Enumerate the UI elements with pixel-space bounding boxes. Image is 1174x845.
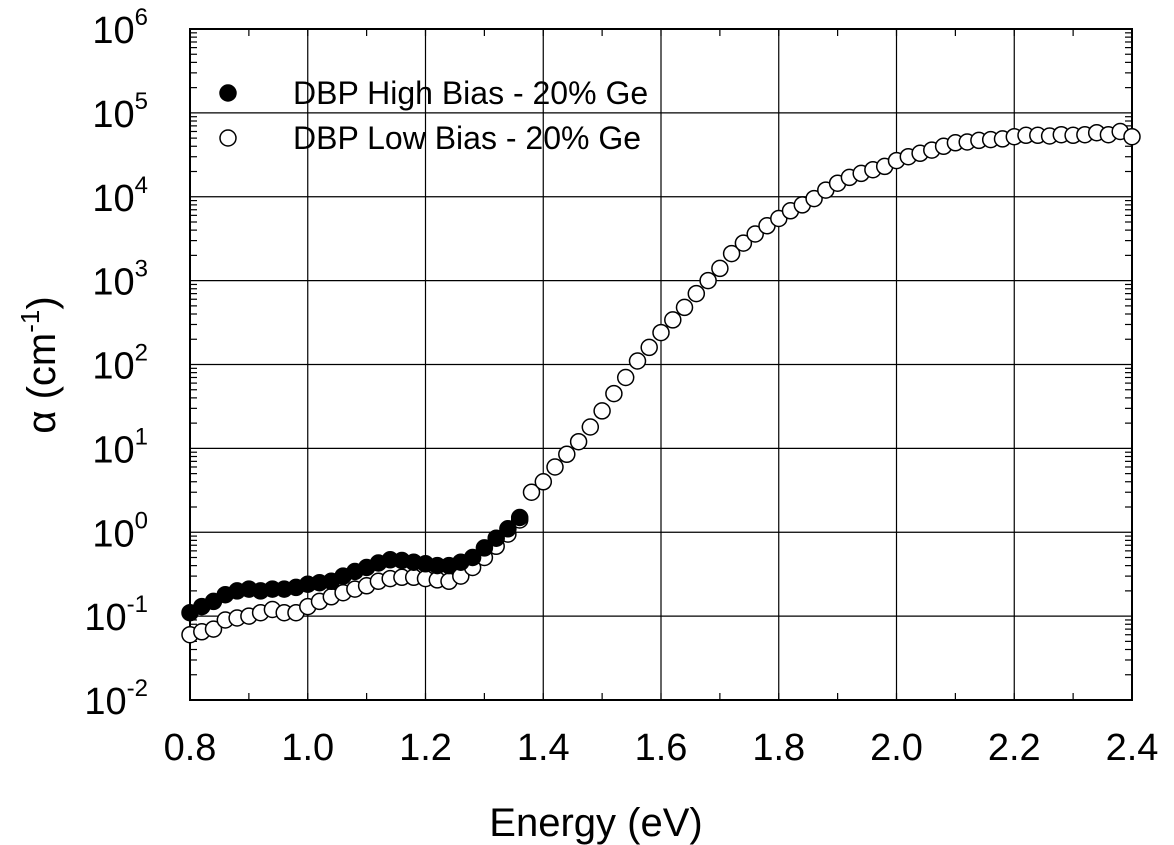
high-bias-point	[475, 539, 494, 557]
high-bias-point	[487, 529, 505, 547]
y-tick-label: 103	[92, 256, 148, 304]
low-bias-point	[722, 244, 741, 263]
low-bias-point	[204, 620, 223, 638]
x-tick-label: 1.2	[399, 727, 452, 769]
y-tick-exp: 0	[135, 507, 148, 534]
y-tick-exp: 3	[135, 256, 148, 283]
y-tick-label: 106	[92, 4, 148, 52]
low-bias-point	[546, 458, 564, 476]
y-tick-base: 10	[84, 597, 126, 639]
low-bias-point	[675, 298, 694, 317]
y-tick-exp: 6	[135, 4, 148, 31]
y-tick-base: 10	[92, 513, 134, 555]
low-bias-point	[569, 432, 588, 451]
data-points	[181, 122, 1141, 644]
y-tick-exp: 2	[135, 340, 148, 367]
y-tick-exp: -1	[127, 591, 148, 618]
y-axis-label: α (cm-1)	[15, 296, 64, 433]
low-bias-point	[664, 311, 682, 329]
y-tick-base: 10	[92, 262, 134, 304]
x-tick-label: 2.0	[870, 727, 923, 769]
low-bias-point	[1123, 127, 1141, 146]
x-tick-label: 1.8	[752, 727, 805, 769]
x-tick-label: 1.4	[517, 727, 570, 769]
y-tick-base: 10	[92, 94, 134, 136]
y-tick-exp: -2	[127, 675, 148, 702]
x-tick-label: 1.0	[281, 727, 334, 769]
y-tick-exp: 1	[135, 423, 148, 450]
legend-label-low-bias: DBP Low Bias - 20% Ge	[293, 120, 641, 156]
y-axis-label-sup: -1	[15, 310, 45, 333]
low-bias-point	[593, 402, 611, 420]
y-tick-label: 10-1	[84, 591, 148, 639]
low-bias-point	[746, 225, 764, 243]
low-bias-point	[522, 483, 541, 501]
y-tick-base: 10	[92, 429, 134, 471]
low-bias-point	[640, 338, 658, 357]
y-tick-label: 104	[92, 172, 148, 220]
y-tick-label: 100	[92, 507, 148, 555]
y-axis-label-close: )	[20, 296, 64, 309]
low-bias-point	[805, 189, 823, 208]
legend: DBP High Bias - 20% Ge DBP Low Bias - 20…	[219, 75, 648, 156]
y-tick-label: 105	[92, 88, 148, 136]
x-tick-label: 2.2	[988, 727, 1041, 769]
x-axis-label: Energy (eV)	[489, 801, 702, 845]
high-bias-point	[463, 548, 482, 567]
low-bias-point	[652, 323, 670, 342]
low-bias-point	[558, 445, 576, 464]
low-bias-point	[711, 259, 729, 278]
low-bias-point	[581, 418, 600, 436]
legend-marker-high-bias	[219, 84, 237, 102]
x-tick-label: 2.4	[1106, 727, 1159, 769]
y-tick-base: 10	[92, 178, 134, 220]
y-tick-label: 102	[92, 340, 148, 388]
y-axis-label-base: α (cm	[20, 333, 64, 434]
x-tick-label: 1.6	[635, 727, 688, 769]
low-bias-point	[605, 384, 623, 403]
x-tick-labels: 0.8 1.0 1.2 1.4 1.6 1.8 2.0 2.2 2.4	[164, 727, 1159, 769]
legend-marker-low-bias	[219, 129, 237, 147]
y-tick-exp: 4	[135, 172, 148, 199]
low-bias-point	[734, 234, 753, 252]
low-bias-point	[687, 284, 706, 303]
y-tick-base: 10	[92, 10, 134, 52]
high-bias-point	[499, 520, 517, 538]
low-bias-point	[699, 271, 717, 290]
y-tick-base: 10	[92, 346, 134, 388]
low-bias-point	[616, 368, 635, 387]
plot-frame	[189, 28, 1133, 701]
y-tick-label: 101	[92, 423, 148, 471]
y-tick-label: 10-2	[84, 675, 148, 723]
legend-label-high-bias: DBP High Bias - 20% Ge	[293, 75, 648, 111]
x-tick-label: 0.8	[164, 727, 217, 769]
low-bias-point	[534, 473, 553, 491]
y-tick-exp: 5	[135, 88, 148, 115]
y-tick-base: 10	[84, 681, 126, 723]
high-bias-point	[510, 508, 529, 527]
low-bias-point	[628, 352, 647, 370]
